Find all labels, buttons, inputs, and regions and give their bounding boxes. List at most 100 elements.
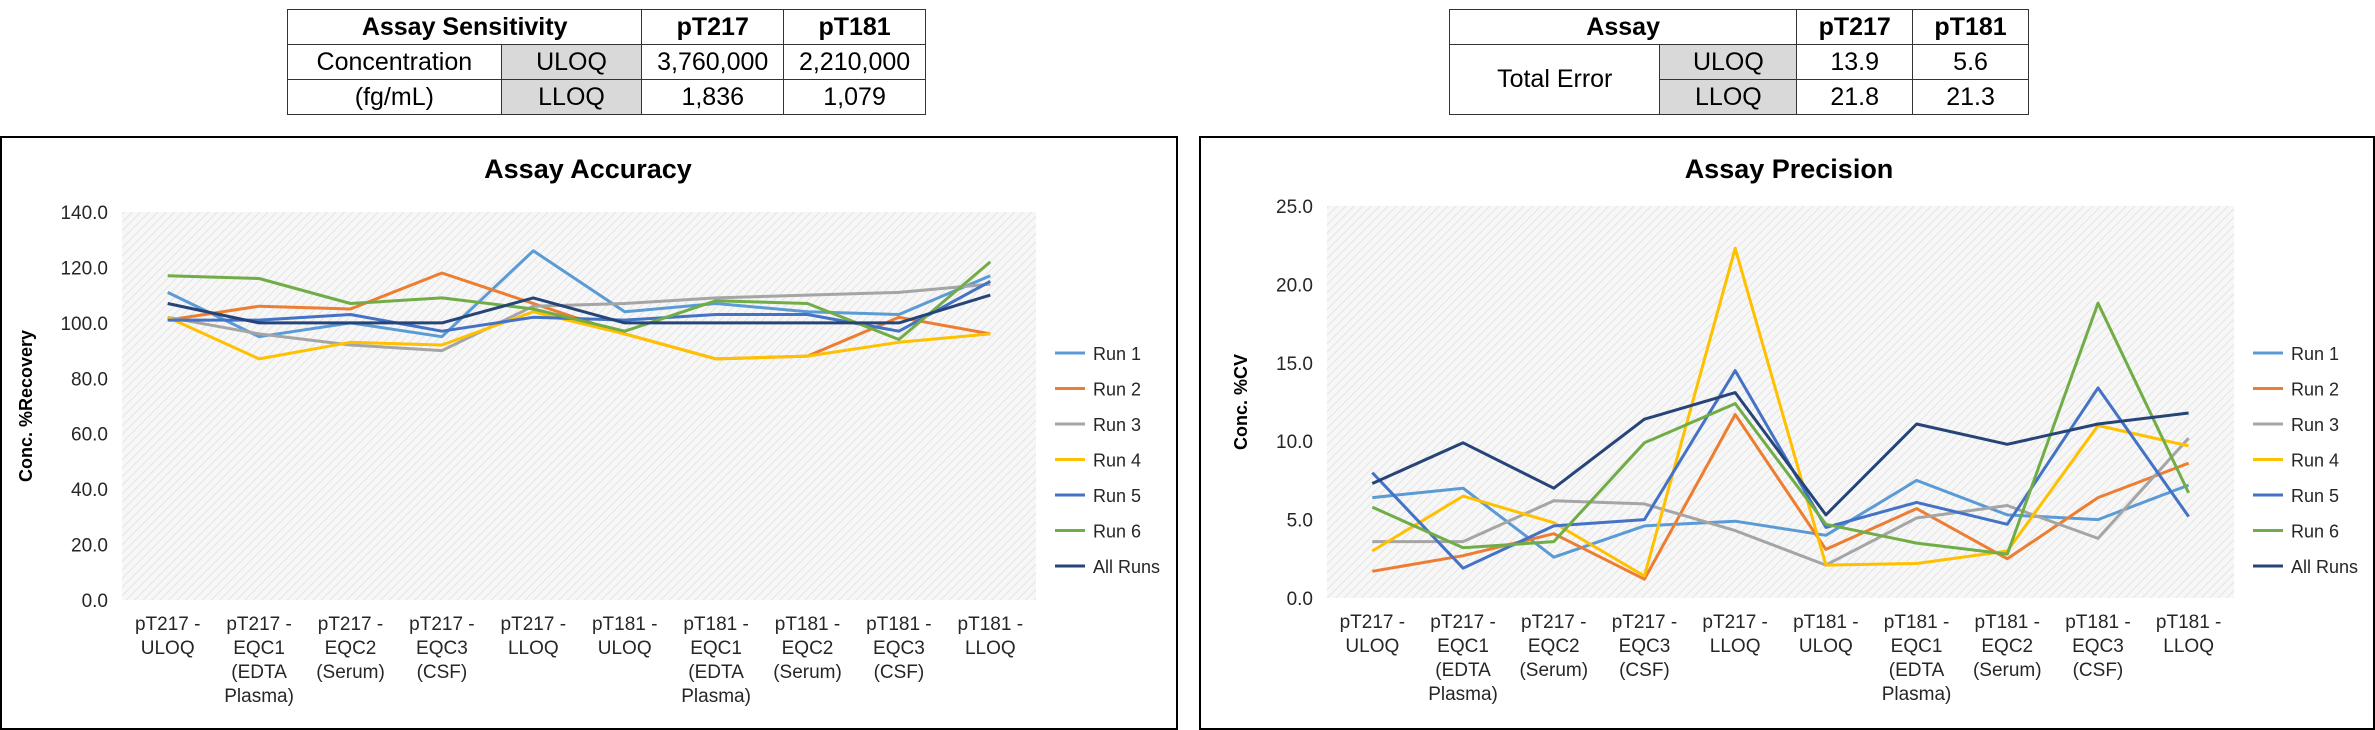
precision-y-axis-label: Conc. %CV — [1231, 354, 1251, 450]
sensitivity-row-label-line2: (fg/mL) — [287, 79, 502, 115]
total-error-col-pt217: pT217 — [1796, 9, 1914, 45]
y-tick-label: 140.0 — [60, 203, 108, 224]
x-tick-label: pT181 -EQC3 (CSF) — [866, 614, 931, 683]
x-tick-label: pT181 -LLOQ — [2156, 612, 2221, 657]
legend-label: Run 4 — [2291, 451, 2339, 471]
total-error-uloq-label: ULOQ — [1659, 44, 1798, 80]
legend-label: All Runs — [1093, 557, 1160, 577]
legend-label: All Runs — [2291, 557, 2358, 577]
legend-item: All Runs — [1055, 557, 1160, 577]
sensitivity-lloq-pt181: 1,079 — [783, 79, 926, 115]
legend-label: Run 2 — [2291, 380, 2339, 400]
legend-item: Run 2 — [1055, 380, 1141, 400]
accuracy-plot-area — [122, 212, 1036, 600]
x-tick-label: pT217 -ULOQ — [1340, 612, 1405, 657]
x-tick-label: pT217 -EQC2 (Serum) — [316, 614, 385, 683]
legend-item: Run 1 — [2253, 344, 2339, 364]
legend-item: Run 6 — [1055, 522, 1141, 542]
y-tick-label: 5.0 — [1287, 511, 1313, 532]
accuracy-chart-title: Assay Accuracy — [484, 154, 692, 184]
legend-label: Run 5 — [2291, 486, 2339, 506]
x-tick-label: pT217 -EQC2 (Serum) — [1519, 612, 1588, 681]
y-tick-label: 10.0 — [1276, 432, 1313, 453]
legend-label: Run 4 — [1093, 451, 1141, 471]
series-line-run-3 — [1372, 437, 2190, 567]
x-tick-label: pT181 -EQC2 (Serum) — [773, 614, 842, 683]
total-error-table-title: Assay — [1448, 9, 1798, 45]
legend-label: Run 3 — [1093, 415, 1141, 435]
legend-label: Run 2 — [1093, 380, 1141, 400]
series-line-run-1 — [167, 249, 991, 339]
series-line-all-runs — [1371, 391, 2189, 517]
y-tick-label: 25.0 — [1276, 197, 1313, 218]
x-tick-label: pT181 -EQC2 (Serum) — [1973, 612, 2042, 681]
legend-item: Run 1 — [1055, 344, 1141, 364]
y-tick-label: 15.0 — [1276, 354, 1313, 375]
accuracy-y-axis-label: Conc. %Recovery — [16, 330, 36, 482]
y-tick-label: 60.0 — [71, 425, 108, 446]
x-tick-label: pT181 -ULOQ — [1793, 612, 1858, 657]
total-error-uloq-pt181: 5.6 — [1912, 44, 2029, 80]
total-error-col-pt181: pT181 — [1912, 9, 2029, 45]
series-line-all-runs — [167, 293, 991, 325]
x-tick-label: pT217 -ULOQ — [135, 614, 200, 659]
x-tick-label: pT217 -EQC1 (EDTA Plasma) — [1428, 612, 1498, 705]
legend-item: Run 4 — [2253, 451, 2339, 471]
total-error-lloq-pt181: 21.3 — [1912, 79, 2029, 115]
legend-label: Run 1 — [2291, 344, 2339, 364]
x-tick-label: pT181 -EQC1 (EDTA Plasma) — [681, 614, 751, 707]
total-error-lloq-label: LLOQ — [1659, 79, 1798, 115]
total-error-row-label: Total Error — [1448, 44, 1661, 115]
sensitivity-col-pt217: pT217 — [641, 9, 785, 45]
legend-label: Run 1 — [1093, 344, 1141, 364]
assay-sensitivity-table: Assay Sensitivity pT217 pT181 Concentrat… — [286, 9, 926, 115]
precision-chart-title: Assay Precision — [1685, 154, 1894, 184]
sensitivity-lloq-pt217: 1,836 — [641, 79, 785, 115]
total-error-table: Assay pT217 pT181 Total Error ULOQ 13.9 … — [1448, 9, 2029, 115]
legend-label: Run 6 — [2291, 522, 2339, 542]
sensitivity-uloq-pt181: 2,210,000 — [783, 44, 926, 80]
legend-item: Run 3 — [1055, 415, 1141, 435]
legend-item: Run 5 — [1055, 486, 1141, 506]
sensitivity-uloq-pt217: 3,760,000 — [641, 44, 785, 80]
sensitivity-row-label-line1: Concentration — [287, 44, 502, 80]
sensitivity-col-pt181: pT181 — [783, 9, 926, 45]
accuracy-chart-panel: Assay Accuracy 0.0 20.0 40.0 60.0 80.0 100.0 12… — [0, 136, 1178, 730]
accuracy-chart: Assay Accuracy 0.0 20.0 40.0 60.0 80.0 100.0 12… — [16, 154, 1160, 707]
sensitivity-uloq-label: ULOQ — [500, 44, 643, 80]
series-line-run-6 — [1371, 301, 2190, 556]
y-tick-label: 20.0 — [71, 536, 108, 557]
precision-chart: Assay Precision 0.0 5.0 10.0 15.0 20.0 25.0 Con… — [1231, 154, 2358, 705]
legend-item: All Runs — [2253, 557, 2358, 577]
x-tick-label: pT181 -EQC1 (EDTA Plasma) — [1882, 612, 1952, 705]
y-tick-label: 0.0 — [82, 591, 108, 612]
legend-item: Run 6 — [2253, 522, 2339, 542]
legend-item: Run 3 — [2253, 415, 2339, 435]
y-tick-label: 120.0 — [60, 258, 108, 279]
sensitivity-table-title: Assay Sensitivity — [286, 9, 643, 45]
legend-label: Run 3 — [2291, 415, 2339, 435]
x-tick-label: pT181 -LLOQ — [958, 614, 1023, 659]
series-line-run-4 — [167, 310, 991, 361]
y-tick-label: 80.0 — [71, 369, 108, 390]
y-tick-label: 40.0 — [71, 480, 108, 501]
x-tick-label: pT217 -EQC3 (CSF) — [1612, 612, 1677, 681]
x-tick-label: pT217 -LLOQ — [1702, 612, 1767, 657]
series-line-run-5 — [1371, 369, 2190, 570]
legend-label: Run 5 — [1093, 486, 1141, 506]
x-tick-label: pT181 -ULOQ — [592, 614, 657, 659]
x-tick-label: pT217 -EQC3 (CSF) — [409, 614, 474, 683]
legend-label: Run 6 — [1093, 522, 1141, 542]
legend-item: Run 4 — [1055, 451, 1141, 471]
total-error-lloq-pt217: 21.8 — [1796, 79, 1914, 115]
y-tick-label: 100.0 — [60, 314, 108, 335]
legend-item: Run 5 — [2253, 486, 2339, 506]
y-tick-label: 0.0 — [1287, 589, 1313, 610]
total-error-uloq-pt217: 13.9 — [1796, 44, 1914, 80]
x-tick-label: pT181 -EQC3 (CSF) — [2065, 612, 2130, 681]
x-tick-label: pT217 -LLOQ — [501, 614, 566, 659]
series-line-run-3 — [167, 282, 991, 353]
y-tick-label: 20.0 — [1276, 275, 1313, 296]
x-tick-label: pT217 -EQC1 (EDTA Plasma) — [224, 614, 294, 707]
sensitivity-lloq-label: LLOQ — [500, 79, 643, 115]
